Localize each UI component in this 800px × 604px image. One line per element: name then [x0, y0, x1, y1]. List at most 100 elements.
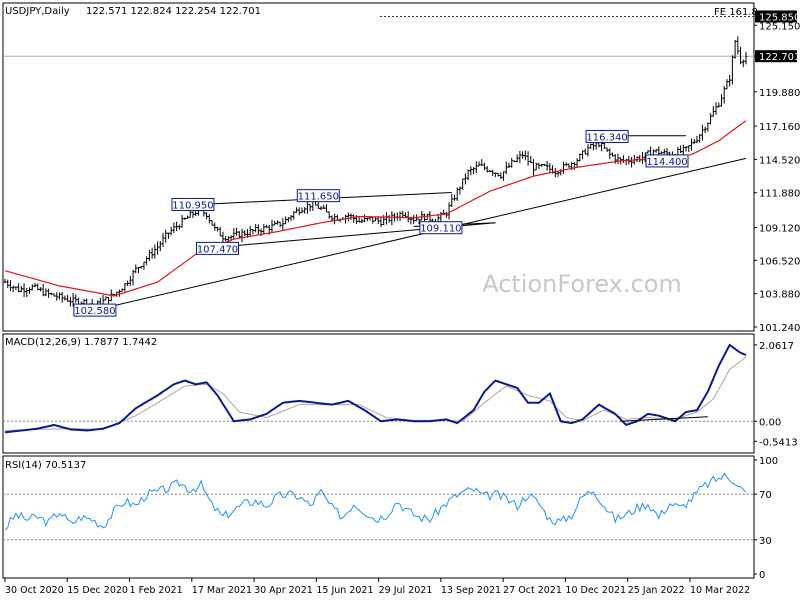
ohlc-bar: [493, 172, 497, 178]
ohlc-bar: [172, 222, 176, 234]
price-level-label: 111.650: [296, 189, 340, 203]
price-level-label-text: 102.580: [74, 306, 115, 317]
ohlc-bar: [739, 46, 742, 65]
ohlc-bar: [52, 293, 56, 297]
ohlc-bar: [134, 264, 138, 274]
ohlc-bar: [145, 256, 149, 266]
ohlc-bar: [662, 148, 666, 155]
rsi-y-tick-label: 100: [759, 456, 778, 467]
ohlc-bar: [17, 283, 21, 293]
ohlc-bar: [453, 194, 456, 201]
ohlc-bar: [74, 294, 78, 303]
ohlc-bar: [6, 279, 10, 289]
ohlc-bar: [303, 207, 307, 214]
ohlc-bar: [158, 240, 162, 252]
ohlc-bar: [376, 216, 380, 225]
ohlc-bar: [488, 170, 492, 173]
watermark: ActionForex.com: [482, 270, 682, 298]
ohlc-bar: [390, 211, 394, 226]
ohlc-bar: [365, 217, 369, 222]
ohlc-bar: [139, 265, 143, 269]
ohlc-bar: [169, 226, 173, 236]
ohlc-bar: [722, 85, 726, 104]
ohlc-bar: [581, 150, 584, 160]
ohlc-bar: [349, 213, 353, 220]
ohlc-bar: [131, 269, 135, 286]
ohlc-bar: [502, 171, 505, 181]
ohlc-bar: [319, 205, 323, 211]
ohlc-bar: [491, 169, 495, 176]
ohlc-bar: [605, 147, 609, 153]
ohlc-bar: [25, 288, 29, 297]
ohlc-bar: [237, 230, 241, 238]
x-tick-label: 13 Sep 2021: [441, 585, 501, 596]
ohlc-bar: [387, 214, 391, 223]
ohlc-bar: [164, 229, 168, 243]
macd-trendline: [620, 416, 708, 422]
ohlc-bar: [191, 211, 195, 218]
ohlc-bar: [308, 203, 312, 212]
rsi-panel-frame: [2, 455, 755, 579]
ohlc-bar: [515, 154, 519, 163]
ohlc-bar: [221, 231, 225, 244]
ohlc-bar: [483, 162, 486, 171]
current-price-badge: 122.701: [755, 50, 800, 63]
ohlc-bar: [469, 166, 473, 176]
ohlc-bar: [183, 217, 187, 220]
ohlc-bar: [256, 224, 260, 234]
rsi-y-tick-label: 30: [759, 536, 772, 547]
ohlc-bar: [510, 157, 514, 168]
ohlc-bar: [564, 162, 568, 167]
ohlc-bar: [687, 145, 691, 152]
ohlc-bar: [529, 156, 533, 164]
ohlc-bar: [695, 135, 699, 144]
ohlc-bar: [41, 283, 45, 297]
ohlc-bar: [368, 216, 372, 221]
ohlc-bar: [417, 218, 421, 225]
ohlc-bar: [39, 287, 42, 292]
ohlc-bar: [142, 261, 146, 270]
ohlc-bar: [346, 212, 350, 222]
moving-average-line: [4, 120, 747, 297]
ohlc-bar: [240, 228, 244, 243]
ohlc-bar: [532, 159, 535, 176]
ohlc-bar: [455, 187, 459, 201]
ohlc-bar: [567, 163, 571, 168]
ohlc-bar: [646, 149, 650, 154]
ohlc-bar: [575, 158, 579, 169]
ohlc-bar: [442, 209, 446, 215]
ohlc-bar: [409, 217, 413, 225]
ohlc-bar: [218, 226, 222, 237]
ohlc-bar: [55, 292, 59, 301]
ohlc-bar: [654, 149, 658, 153]
ohlc-bar: [543, 163, 546, 167]
macd-line: [4, 343, 747, 434]
ohlc-bar: [461, 178, 465, 190]
x-tick-label: 30 Apr 2021: [254, 585, 313, 596]
ohlc-bar: [611, 152, 614, 157]
ohlc-bar: [477, 161, 481, 167]
ohlc-bar: [63, 295, 67, 301]
ohlc-bar: [398, 211, 402, 221]
axes: 125.150 119.880 117.160 114.520 111.880 109.1…: [3, 10, 800, 596]
ohlc-bar: [698, 133, 702, 143]
x-tick-label: 1 Feb 2021: [130, 585, 183, 596]
macd-title: MACD(12,26,9) 1.7877 1.7442: [5, 337, 157, 348]
ohlc-bar: [232, 227, 236, 239]
ohlc-bar: [586, 144, 590, 157]
ohlc-bar: [295, 207, 298, 213]
macd-y-tick-label: 0.00: [759, 417, 781, 428]
ohlc-bar: [118, 289, 121, 297]
ohlc-bar: [507, 162, 511, 168]
ohlc-bar: [292, 211, 296, 220]
ohlc-bar: [3, 278, 7, 283]
ohlc-bar: [58, 292, 61, 300]
ohlc-bar: [540, 164, 544, 167]
ohlc-bar: [297, 207, 301, 216]
ohlc-bar: [444, 211, 448, 218]
price-level-label-text: 107.470: [197, 244, 238, 255]
ohlc-bar: [243, 230, 247, 237]
fe-level-badge-text: 125.850: [759, 12, 800, 23]
price-level-label-text: 116.340: [586, 132, 627, 143]
ohlc-bar: [357, 216, 361, 223]
